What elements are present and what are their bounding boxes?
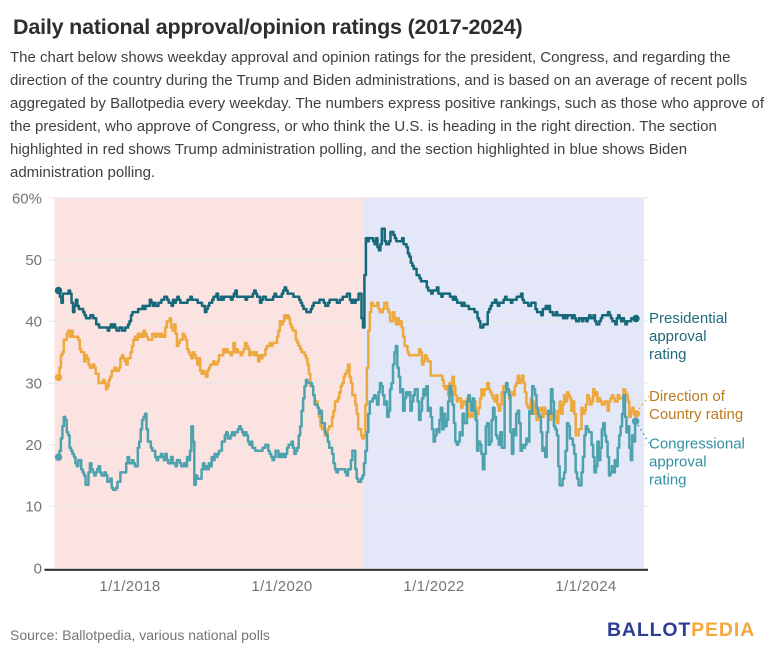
svg-text:1/1/2022: 1/1/2022 xyxy=(403,578,464,595)
svg-text:approval: approval xyxy=(649,454,707,471)
svg-text:Presidential: Presidential xyxy=(649,310,727,327)
svg-text:Direction of: Direction of xyxy=(649,388,726,405)
svg-text:1/1/2024: 1/1/2024 xyxy=(555,578,616,595)
svg-text:1/1/2018: 1/1/2018 xyxy=(99,578,160,595)
svg-text:rating: rating xyxy=(649,346,687,363)
svg-text:30: 30 xyxy=(25,375,42,392)
svg-text:10: 10 xyxy=(25,499,42,516)
svg-text:approval: approval xyxy=(649,328,707,345)
svg-text:60%: 60% xyxy=(12,190,42,207)
svg-text:20: 20 xyxy=(25,437,42,454)
svg-text:Congressional: Congressional xyxy=(649,436,745,453)
svg-text:0: 0 xyxy=(34,560,42,577)
svg-text:50: 50 xyxy=(25,252,42,269)
svg-text:40: 40 xyxy=(25,314,42,331)
svg-text:rating: rating xyxy=(649,472,687,489)
svg-text:Country rating: Country rating xyxy=(649,406,743,423)
svg-text:1/1/2020: 1/1/2020 xyxy=(251,578,312,595)
